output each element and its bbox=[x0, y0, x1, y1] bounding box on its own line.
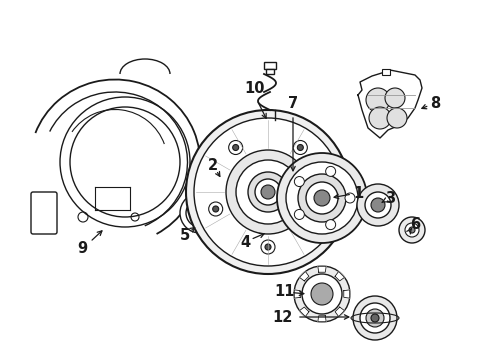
Circle shape bbox=[294, 266, 350, 322]
Circle shape bbox=[387, 108, 407, 128]
Circle shape bbox=[294, 210, 304, 220]
Circle shape bbox=[369, 107, 391, 129]
Circle shape bbox=[196, 209, 204, 217]
Circle shape bbox=[233, 144, 239, 150]
Circle shape bbox=[371, 314, 379, 322]
Circle shape bbox=[365, 192, 391, 218]
Circle shape bbox=[326, 166, 336, 176]
Circle shape bbox=[371, 198, 385, 212]
Circle shape bbox=[360, 303, 390, 333]
Circle shape bbox=[186, 199, 214, 227]
Circle shape bbox=[213, 206, 219, 212]
Text: 4: 4 bbox=[240, 234, 250, 249]
Text: 7: 7 bbox=[288, 95, 298, 111]
Polygon shape bbox=[318, 266, 326, 272]
Circle shape bbox=[255, 179, 281, 205]
Polygon shape bbox=[335, 271, 344, 281]
Circle shape bbox=[192, 205, 208, 221]
Circle shape bbox=[277, 153, 367, 243]
Circle shape bbox=[261, 240, 275, 254]
Text: 8: 8 bbox=[430, 95, 440, 111]
Polygon shape bbox=[299, 271, 309, 281]
Circle shape bbox=[366, 309, 384, 327]
Polygon shape bbox=[344, 290, 350, 298]
Polygon shape bbox=[335, 307, 344, 316]
Bar bbox=[266, 69, 274, 74]
Circle shape bbox=[186, 110, 350, 274]
Circle shape bbox=[294, 140, 307, 154]
Polygon shape bbox=[358, 70, 422, 138]
Circle shape bbox=[226, 150, 310, 234]
Circle shape bbox=[297, 144, 303, 150]
Circle shape bbox=[180, 193, 220, 233]
Polygon shape bbox=[318, 316, 326, 322]
Circle shape bbox=[326, 220, 336, 230]
Circle shape bbox=[399, 217, 425, 243]
Text: 6: 6 bbox=[410, 216, 420, 231]
Circle shape bbox=[302, 274, 342, 314]
Text: 3: 3 bbox=[385, 190, 395, 206]
Circle shape bbox=[294, 176, 304, 186]
Ellipse shape bbox=[215, 177, 229, 199]
Circle shape bbox=[306, 182, 338, 214]
Bar bbox=[382, 69, 390, 75]
Circle shape bbox=[265, 244, 271, 250]
Ellipse shape bbox=[219, 183, 225, 193]
Polygon shape bbox=[294, 290, 300, 298]
Circle shape bbox=[405, 223, 419, 237]
Circle shape bbox=[385, 88, 405, 108]
Text: 11: 11 bbox=[275, 284, 295, 300]
Bar bbox=[264, 62, 276, 69]
Circle shape bbox=[286, 162, 358, 234]
Circle shape bbox=[194, 118, 342, 266]
Circle shape bbox=[209, 202, 222, 216]
Circle shape bbox=[313, 202, 327, 216]
Circle shape bbox=[357, 184, 399, 226]
Text: 9: 9 bbox=[77, 240, 87, 256]
Circle shape bbox=[409, 227, 415, 233]
Text: 2: 2 bbox=[208, 158, 218, 172]
Circle shape bbox=[229, 140, 243, 154]
Ellipse shape bbox=[211, 172, 233, 204]
Circle shape bbox=[311, 283, 333, 305]
Circle shape bbox=[345, 193, 355, 203]
Circle shape bbox=[248, 172, 288, 212]
Text: 10: 10 bbox=[245, 81, 265, 95]
Circle shape bbox=[318, 206, 323, 212]
Circle shape bbox=[314, 190, 330, 206]
Text: 5: 5 bbox=[180, 228, 190, 243]
Circle shape bbox=[236, 160, 300, 224]
Circle shape bbox=[353, 296, 397, 340]
FancyBboxPatch shape bbox=[31, 192, 57, 234]
Circle shape bbox=[366, 88, 390, 112]
Text: 1: 1 bbox=[353, 185, 363, 201]
Circle shape bbox=[261, 185, 275, 199]
Polygon shape bbox=[299, 307, 309, 316]
Text: 12: 12 bbox=[273, 310, 293, 324]
Circle shape bbox=[298, 174, 346, 222]
